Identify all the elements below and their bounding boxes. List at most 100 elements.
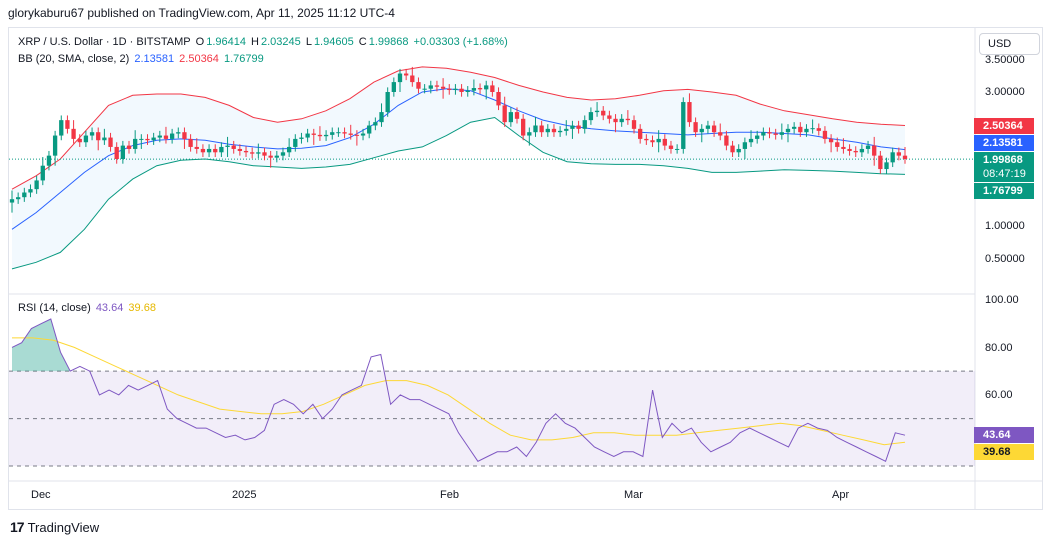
candle xyxy=(348,124,353,140)
bb-basis-tag: 2.13581 xyxy=(974,135,1034,151)
candle-body xyxy=(724,135,729,146)
candle xyxy=(804,124,809,137)
candle-body xyxy=(711,125,717,133)
candle xyxy=(46,150,52,171)
candle xyxy=(533,116,538,137)
candle-body xyxy=(650,140,655,143)
candle-body xyxy=(9,199,15,203)
candle-body xyxy=(256,152,261,154)
symbol-label: XRP / U.S. Dollar · 1D · BITSTAMP xyxy=(18,36,191,48)
candle xyxy=(674,144,680,154)
candle xyxy=(330,127,335,140)
candle xyxy=(336,127,341,137)
candle xyxy=(243,146,249,157)
currency-button[interactable]: USD xyxy=(979,33,1040,55)
rsi-axis-label: 60.00 xyxy=(985,389,1013,401)
chart-frame xyxy=(8,27,1043,510)
candle xyxy=(865,140,871,154)
candle xyxy=(514,107,520,124)
candle-body xyxy=(872,145,877,156)
rsi-value: 43.64 xyxy=(95,302,124,314)
candle xyxy=(539,120,544,137)
candle xyxy=(453,84,458,95)
candle xyxy=(176,127,181,139)
candle xyxy=(114,142,119,164)
candle xyxy=(841,138,846,154)
candle-body xyxy=(286,146,292,153)
candle-body xyxy=(206,148,212,153)
candle xyxy=(607,110,612,124)
candle-body xyxy=(274,155,279,158)
candle-body xyxy=(89,132,95,136)
bb-lower-tag: 1.76799 xyxy=(974,183,1034,199)
candle xyxy=(693,117,698,137)
candle-body xyxy=(163,135,169,139)
candle xyxy=(391,77,396,97)
candle xyxy=(742,137,748,159)
candle xyxy=(896,147,901,161)
candle xyxy=(59,115,64,141)
candle-body xyxy=(705,125,711,129)
candle xyxy=(416,77,421,94)
candle xyxy=(428,80,433,94)
candle-body xyxy=(798,126,803,133)
candle xyxy=(52,130,58,166)
candle-body xyxy=(631,120,637,129)
candle-body xyxy=(323,134,329,137)
candle xyxy=(219,142,224,157)
candle xyxy=(200,144,206,157)
candle-body xyxy=(755,135,760,139)
candle xyxy=(77,134,82,147)
candle-body xyxy=(835,142,840,147)
candle-body xyxy=(250,152,255,154)
candle-body xyxy=(582,120,587,129)
candle-body xyxy=(607,115,612,119)
tradingview-brand[interactable]: 17 TradingView xyxy=(10,519,99,535)
candle xyxy=(490,80,495,97)
candle xyxy=(785,124,791,143)
candle xyxy=(582,115,587,134)
candle-body xyxy=(674,148,680,150)
candle-body xyxy=(459,88,464,92)
candle-body xyxy=(440,86,446,89)
candle-body xyxy=(557,130,563,133)
candle xyxy=(902,146,908,164)
candle-body xyxy=(533,125,538,133)
candle xyxy=(305,128,310,143)
candle-body xyxy=(71,128,76,139)
candle-body xyxy=(200,148,206,153)
candle-body xyxy=(65,120,70,129)
candle-body xyxy=(859,148,865,153)
candle xyxy=(681,97,686,154)
bb-lower-line xyxy=(11,116,906,270)
candle xyxy=(206,144,212,157)
candle xyxy=(798,122,803,137)
candle-body xyxy=(477,88,483,90)
low-value: 1.94605 xyxy=(313,36,354,48)
candle-body xyxy=(644,138,649,141)
tradingview-logo-icon: 17 xyxy=(10,519,25,535)
candle-body xyxy=(243,150,249,153)
candle xyxy=(835,137,840,152)
candle-body xyxy=(681,102,686,149)
rsi-legend: RSI (14, close) 43.64 39.68 xyxy=(18,302,158,314)
candle xyxy=(34,175,39,194)
candle xyxy=(182,127,187,149)
candle-body xyxy=(508,112,514,123)
candle xyxy=(822,126,828,144)
candle xyxy=(256,143,261,159)
candle-body xyxy=(213,148,218,153)
candle xyxy=(625,110,631,125)
high-label: H xyxy=(251,36,259,48)
candle xyxy=(890,147,895,168)
candle xyxy=(434,80,440,92)
candle xyxy=(65,115,70,134)
candle-body xyxy=(40,165,45,181)
candle-body xyxy=(348,133,353,135)
candle xyxy=(22,187,27,202)
candle-body xyxy=(262,152,267,156)
candle xyxy=(545,124,550,137)
candle-body xyxy=(188,138,193,147)
candle xyxy=(564,120,569,136)
